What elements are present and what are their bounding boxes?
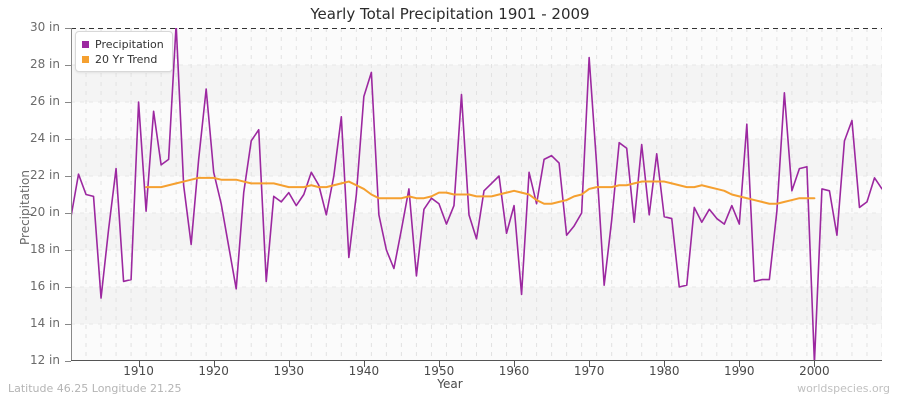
x-axis-tick-mark [138, 361, 140, 367]
y-axis-tick-mark [65, 213, 71, 214]
y-axis-tick-label: 22 in [29, 168, 60, 182]
y-axis-tick-mark [65, 28, 71, 29]
plot-area [71, 28, 882, 361]
y-axis-tick-label: 28 in [29, 57, 60, 71]
x-axis-label: Year [437, 377, 463, 391]
y-axis-tick-mark [65, 324, 71, 325]
y-axis-tick-label: 30 in [29, 20, 60, 34]
x-axis-tick-label: 1970 [573, 364, 605, 378]
x-axis-tick-label: 1980 [648, 364, 680, 378]
x-axis-tick-mark [514, 361, 516, 367]
y-axis-tick-mark [65, 65, 71, 66]
x-axis-tick-mark [589, 361, 591, 367]
x-axis-tick-label: 1910 [123, 364, 154, 378]
y-axis-tick-label: 26 in [29, 94, 60, 108]
y-axis-tick-mark [65, 250, 71, 251]
y-axis-tick-label: 18 in [29, 242, 60, 256]
x-axis-tick-mark [363, 361, 365, 367]
x-axis-tick-label: 1990 [724, 364, 755, 378]
y-axis-tick-label: 14 in [29, 316, 60, 330]
x-axis-tick-label: 1920 [198, 364, 229, 378]
x-axis-tick-mark [664, 361, 666, 367]
legend-item-label: Precipitation [95, 37, 164, 51]
series-line-trend [145, 176, 816, 205]
x-axis-tick-label: 1960 [498, 364, 530, 378]
legend-swatch-icon [82, 55, 89, 63]
x-axis-tick-label: 1940 [348, 364, 380, 378]
footer-coordinates: Latitude 46.25 Longitude 21.25 [8, 382, 182, 395]
x-axis-tick-label: 1930 [273, 364, 305, 378]
legend-swatch-icon [82, 40, 89, 48]
footer-attribution: worldspecies.org [797, 382, 890, 395]
y-axis-tick-mark [65, 361, 71, 362]
chart-legend: Precipitation 20 Yr Trend [75, 31, 173, 72]
y-axis-tick-mark [65, 102, 71, 103]
x-axis-tick-mark [438, 361, 440, 367]
legend-item[interactable]: 20 Yr Trend [82, 52, 164, 66]
y-axis-tick-mark [65, 139, 71, 140]
y-axis-tick-label: 12 in [29, 353, 60, 367]
chart-svg [71, 28, 882, 361]
x-axis-tick-label: 2000 [799, 364, 830, 378]
series-group [71, 28, 882, 361]
y-axis-tick-label: 16 in [29, 279, 60, 293]
legend-item-label: 20 Yr Trend [95, 52, 158, 66]
x-axis-tick-mark [213, 361, 215, 367]
series-line-precipitation [71, 28, 882, 361]
x-axis-tick-mark [814, 361, 816, 367]
y-axis-tick-mark [65, 287, 71, 288]
x-axis-tick-label: 1950 [423, 364, 455, 378]
y-axis-tick-mark [65, 176, 71, 177]
y-axis-tick-label: 24 in [29, 131, 60, 145]
x-axis-tick-mark [739, 361, 741, 367]
legend-item[interactable]: Precipitation [82, 37, 164, 51]
y-axis-tick-label: 20 in [29, 205, 60, 219]
chart-title: Yearly Total Precipitation 1901 - 2009 [310, 5, 590, 23]
x-axis-tick-mark [288, 361, 290, 367]
